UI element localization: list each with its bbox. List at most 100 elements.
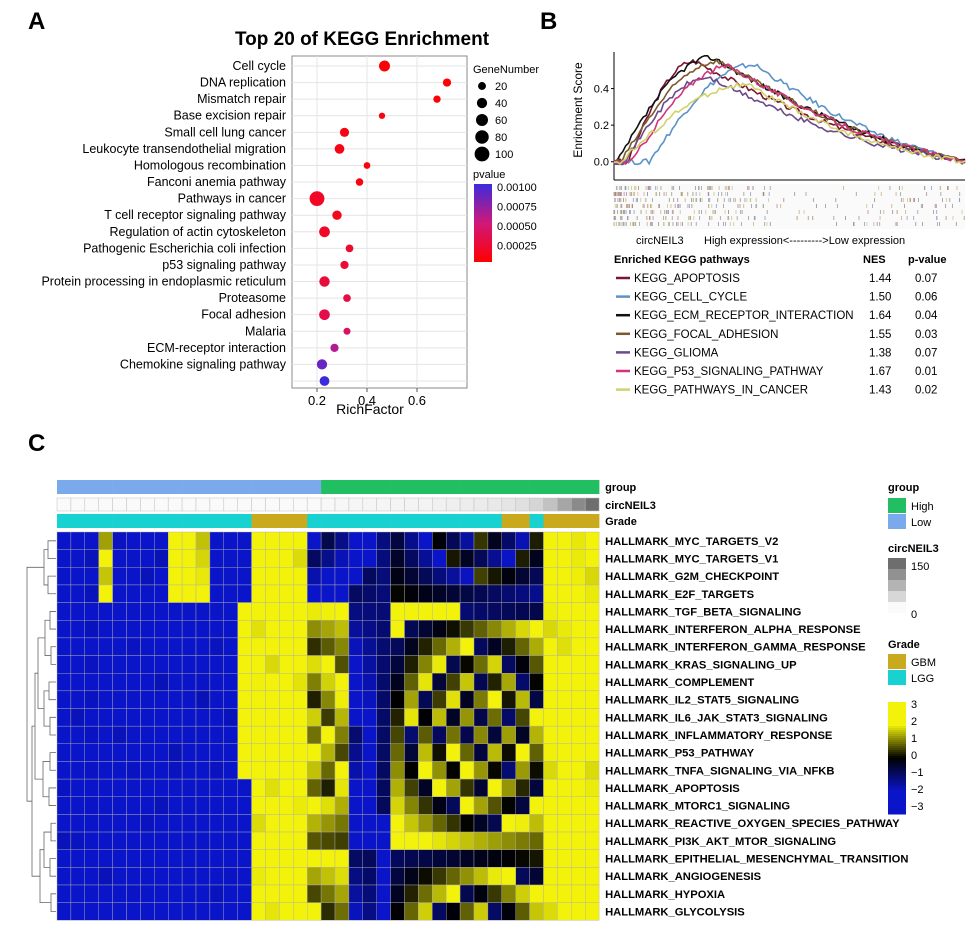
heatmap-cell	[376, 867, 391, 886]
chart-b-direction-label: High expression<--------->Low expression	[704, 235, 905, 247]
grade-annotation-cell	[140, 514, 155, 528]
grade-annotation-cell	[182, 514, 197, 528]
legend-nes: 1.50	[869, 292, 891, 304]
heatmap-cell	[446, 743, 461, 762]
heatmap-cell	[334, 531, 350, 550]
heatmap-cell	[348, 884, 363, 903]
heatmap-cell	[112, 602, 127, 621]
group-annotation-cell	[237, 480, 252, 494]
heatmap-cell	[181, 708, 197, 727]
heatmap-cell	[320, 637, 336, 656]
heatmap-cell	[348, 708, 363, 727]
heatmap-cell	[487, 620, 502, 639]
heatmap-cell	[348, 655, 363, 674]
circneil3-annotation-cell	[501, 497, 516, 512]
heatmap-cell	[237, 902, 252, 921]
heatmap-cell	[265, 831, 280, 850]
heatmap-cell	[154, 902, 169, 921]
heatmap-cell	[307, 567, 322, 586]
heatmap-cell	[126, 849, 141, 868]
heatmap-cell	[446, 584, 461, 603]
heatmap-cell	[209, 567, 224, 586]
heatmap-cell	[140, 620, 155, 639]
heatmap-cell	[237, 584, 252, 603]
heatmap-cell	[571, 849, 586, 868]
heatmap-cell	[84, 584, 99, 603]
circneil3-annotation-cell	[487, 497, 503, 512]
grade-annotation-cell	[168, 514, 183, 528]
heatmap-cell	[362, 708, 377, 727]
heatmap-cell	[362, 584, 377, 603]
heatmap-cell	[585, 796, 600, 815]
heatmap-cell	[362, 884, 377, 903]
heatmap-cell	[154, 584, 169, 603]
y-tick-label: Pathways in cancer	[178, 192, 286, 206]
grade-annotation-cell	[474, 514, 489, 528]
heatmap-cell	[501, 902, 516, 921]
heatmap-cell	[348, 602, 363, 621]
legend-item-label: GBM	[911, 657, 936, 669]
heatmap-cell	[167, 796, 183, 815]
heatmap-cell	[181, 778, 197, 797]
heatmap-cell	[223, 690, 238, 709]
data-point	[332, 210, 342, 220]
heatmap-cell	[404, 867, 419, 886]
heatmap-cell	[418, 778, 433, 797]
heatmap-cell	[320, 849, 336, 868]
legend-swatch	[888, 670, 906, 685]
heatmap-cell	[112, 902, 127, 921]
group-annotation-cell	[265, 480, 280, 494]
circneil3-annotation-cell	[432, 497, 447, 512]
heatmap-cell	[56, 884, 72, 903]
group-annotation-cell	[196, 480, 211, 494]
heat-colorbar-step	[888, 772, 906, 775]
legend-title: Grade	[888, 639, 920, 651]
heatmap-cell	[209, 796, 224, 815]
heatmap-cell	[154, 884, 169, 903]
circneil3-annotation-cell	[334, 497, 350, 512]
enrichment-curve	[613, 62, 966, 166]
heatmap-cell	[571, 620, 586, 639]
heatmap-cell	[473, 655, 489, 674]
heatmap-cell	[209, 602, 224, 621]
heatmap-cell	[154, 743, 169, 762]
heatmap-cell	[265, 637, 280, 656]
heatmap-cell	[390, 902, 405, 921]
heatmap-cell	[140, 549, 155, 568]
heatmap-cell	[432, 531, 447, 550]
heat-colorbar-step	[888, 714, 906, 717]
heatmap-cell	[56, 690, 72, 709]
heatmap-cell	[70, 708, 86, 727]
heat-colorbar-step	[888, 720, 906, 723]
heatmap-cell	[501, 584, 516, 603]
group-annotation-cell	[571, 480, 586, 494]
heatmap-cell	[529, 725, 544, 744]
heatmap-cell	[56, 620, 72, 639]
heatmap-cell	[404, 602, 419, 621]
heatmap-cell	[501, 620, 516, 639]
legend-tick: −1	[911, 767, 924, 779]
heatmap-cell	[195, 867, 211, 886]
heatmap-cell	[348, 778, 363, 797]
data-point	[355, 178, 364, 186]
heatmap-cell	[585, 690, 600, 709]
panel-label-b: B	[540, 8, 558, 35]
heatmap-cell	[223, 549, 238, 568]
heatmap-cell	[84, 672, 99, 692]
heatmap-cell	[307, 620, 322, 639]
heatmap-cell	[487, 796, 502, 815]
heatmap-cell	[585, 743, 600, 762]
heatmap-cell	[543, 672, 558, 692]
heatmap-cell	[112, 549, 127, 568]
heatmap-row-label: HALLMARK_MTORC1_SIGNALING	[605, 801, 790, 813]
heatmap-cell	[362, 867, 377, 886]
group-annotation-cell	[543, 480, 558, 494]
heatmap-cell	[362, 637, 377, 656]
heatmap-cell	[84, 814, 99, 833]
heatmap-cell	[251, 655, 266, 674]
heatmap-cell	[404, 549, 419, 568]
heatmap-cell	[529, 761, 544, 780]
pvalue-colorbar	[474, 184, 492, 262]
heatmap-cell	[515, 884, 530, 903]
heatmap-cell	[265, 672, 280, 692]
